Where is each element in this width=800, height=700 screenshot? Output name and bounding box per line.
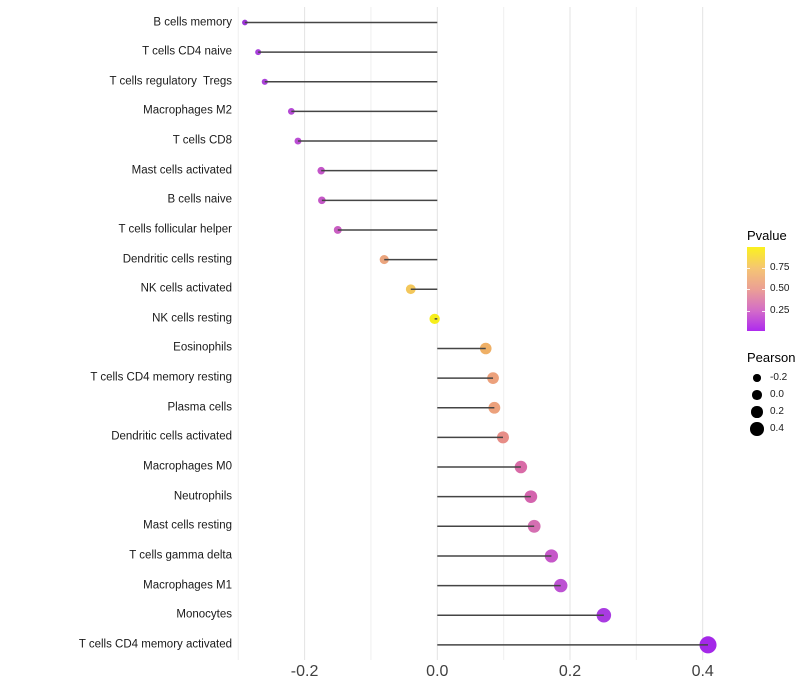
legend: Pvalue 0.75 0.50 0.25 Pearson -0.2 0.0 0.2 0.… [747,229,800,464]
colorbar-tick [747,268,750,270]
lollipop-dot [429,313,440,325]
x-axis-tick-label: 0.0 [426,663,449,680]
pearson-size-dot [751,406,763,418]
lollipop-dot [255,49,262,56]
lollipop-dot [333,225,342,234]
y-axis-label: Dendritic cells activated [111,430,232,443]
y-axis-label: Mast cells resting [143,519,232,532]
colorbar-tick [762,289,765,291]
colorbar-tick [762,310,765,312]
y-axis-label: Macrophages M1 [143,578,232,591]
pvalue-tick-label: 0.75 [770,262,790,274]
y-axis-label: T cells CD4 memory resting [90,371,232,384]
y-axis-label: T cells CD8 [172,134,232,147]
x-axis-tick-label: 0.4 [691,663,714,680]
pearson-size-dot [753,374,761,382]
pearson-size-dot [752,390,762,400]
colorbar-tick [747,310,750,312]
colorbar-tick [762,268,765,270]
pearson-size-label: 0.0 [770,389,784,400]
x-axis-tick-label: -0.2 [290,663,319,680]
y-axis-label: Eosinophils [173,341,232,354]
colorbar-tick [747,289,750,291]
pvalue-tick-label: 0.50 [770,283,790,295]
lollipop-dot [524,490,538,504]
y-axis-label: T cells regulatory Tregs [109,75,232,88]
y-axis-label: Dendritic cells resting [122,252,232,265]
lollipop-dot [488,401,501,414]
y-axis-label: Mast cells activated [131,163,232,176]
lollipop-dot [294,137,302,145]
y-axis-label: T cells CD4 memory activated [78,638,232,651]
pearson-size-label: -0.2 [770,372,788,383]
pearson-size-label: 0.2 [770,406,784,417]
plot-panel [237,7,717,660]
pearson-size-dot [750,422,764,436]
y-axis-label: Macrophages M2 [143,104,232,117]
y-axis-label: Macrophages M0 [143,460,232,473]
y-axis-label: Monocytes [176,608,232,621]
y-axis-label: B cells memory [153,15,232,28]
y-axis-label: T cells CD4 naive [142,45,232,58]
y-axis-label: NK cells resting [152,312,232,325]
y-axis-label: B cells naive [167,193,232,206]
pvalue-tick-label: 0.25 [770,304,790,316]
y-axis-label: T cells gamma delta [129,549,232,562]
y-axis-label: NK cells activated [140,282,232,295]
x-axis-tick-label: 0.2 [558,663,582,680]
pvalue-colorbar [747,247,765,331]
y-axis-label: T cells follicular helper [118,223,232,236]
pearson-legend-title: Pearson [747,350,796,365]
lollipop-dot [527,519,541,533]
pearson-size-label: 0.4 [770,423,784,434]
lollipop-dot [553,578,568,593]
y-axis-label: Neutrophils [173,489,232,502]
lollipop-dot [261,78,268,85]
lollipop-dot [379,255,389,265]
pvalue-legend-title: Pvalue [747,228,787,243]
y-axis-label: Plasma cells [167,401,232,414]
